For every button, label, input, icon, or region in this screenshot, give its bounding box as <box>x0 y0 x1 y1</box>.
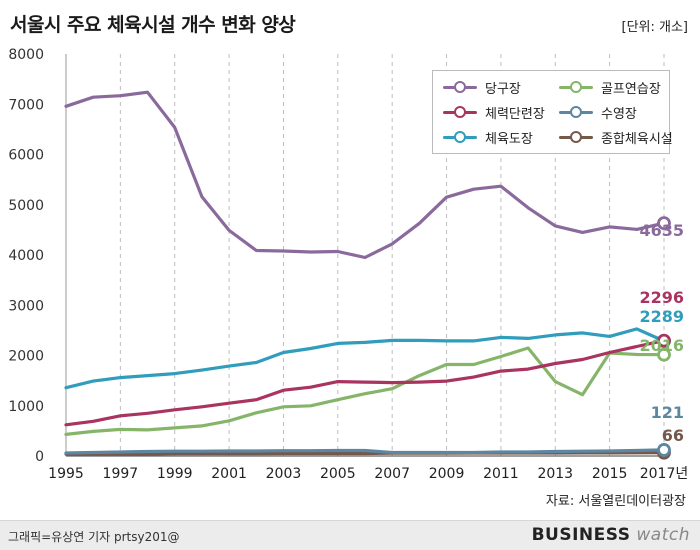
line-chart: 0 1000 2000 3000 4000 5000 6000 7000 8000 1995 199… <box>8 47 688 482</box>
axes: 0 1000 2000 3000 4000 5000 6000 7000 8000 1995 199… <box>8 47 688 482</box>
legend-label: 골프연습장 <box>601 82 661 97</box>
series-end-marker-1 <box>657 333 671 348</box>
series-end-marker-0 <box>657 216 671 230</box>
x-tick-label: 2013 <box>537 466 573 482</box>
series-line-3 <box>64 346 666 436</box>
logo-bold-text: BUSINESS <box>531 525 631 545</box>
legend-label: 수영장 <box>601 107 637 122</box>
end-value-label: 2296 <box>639 288 684 307</box>
end-value-label: 121 <box>651 403 684 422</box>
x-tick-label: 2007 <box>374 466 410 482</box>
unit-label: [단위: 개소] <box>621 20 689 35</box>
x-tick-label: 2001 <box>211 466 247 482</box>
x-tick-label: 2005 <box>320 466 356 482</box>
source-note: 자료: 서울열린데이터광장 <box>545 494 686 509</box>
y-tick-label: 2000 <box>8 349 44 365</box>
x-tick-label: 1999 <box>157 466 193 482</box>
legend-swatch-marker <box>454 106 466 118</box>
series-line-1 <box>64 339 666 427</box>
graphic-credit: 그래픽=유상연 기자 prtsy201@ <box>8 530 180 544</box>
end-value-label: 4635 <box>639 221 684 240</box>
y-tick-label: 5000 <box>8 198 44 214</box>
legend-swatch-marker <box>570 81 582 93</box>
legend-swatch-marker <box>454 81 466 93</box>
legend-label: 당구장 <box>485 82 521 97</box>
x-tick-label: 2003 <box>266 466 302 482</box>
end-value-label: 66 <box>662 426 684 445</box>
end-value-label: 2016 <box>639 336 684 355</box>
brand-logo: BUSINESS watch <box>532 525 690 545</box>
y-tick-label: 4000 <box>8 248 44 264</box>
x-tick-label: 2017년 <box>640 466 689 482</box>
y-tick-label: 7000 <box>8 97 44 113</box>
series-end-marker-3 <box>657 347 671 362</box>
x-tick-label: 1995 <box>48 466 84 482</box>
logo-light-text: watch <box>636 525 690 545</box>
footer-bar: 그래픽=유상연 기자 prtsy201@ BUSINESS watch <box>0 520 700 550</box>
series-end-marker-4 <box>657 443 671 457</box>
x-tick-label: 1997 <box>103 466 139 482</box>
series-line-0 <box>64 90 666 260</box>
legend-swatch-marker <box>570 106 582 118</box>
legend-swatch-marker <box>570 131 582 143</box>
legend-label: 체육도장 <box>485 132 533 147</box>
end-value-label: 2289 <box>639 307 684 326</box>
y-tick-label: 3000 <box>8 298 44 314</box>
y-tick-label: 6000 <box>8 148 44 164</box>
y-tick-label: 8000 <box>8 47 44 63</box>
series-line-2 <box>64 327 666 390</box>
legend-swatch-marker <box>454 131 466 143</box>
page-title: 서울시 주요 체육시설 개수 변화 양상 <box>10 14 296 36</box>
y-tick-label: 0 <box>35 449 44 465</box>
legend-label: 종합체육시설 <box>601 132 673 147</box>
x-tick-label: 2011 <box>483 466 519 482</box>
series-line-4 <box>64 448 666 455</box>
y-tick-label: 1000 <box>8 399 44 415</box>
x-tick-label: 2009 <box>429 466 465 482</box>
x-tick-label: 2015 <box>592 466 628 482</box>
legend-label: 체력단련장 <box>485 107 545 122</box>
series-lines <box>64 90 671 460</box>
